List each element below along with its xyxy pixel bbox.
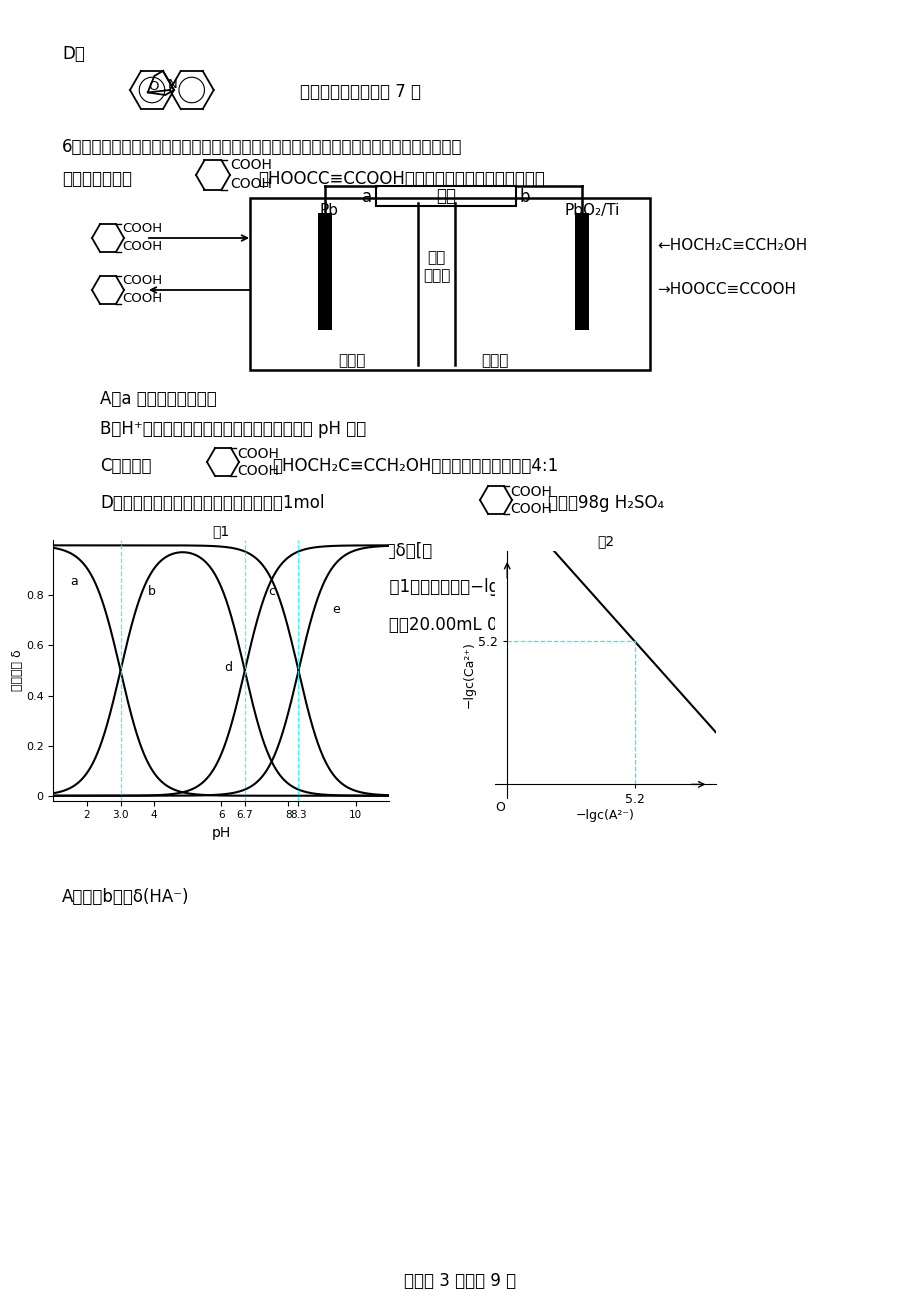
Text: 中苯环上的一氯代物 7 种: 中苯环上的一氯代物 7 种 <box>300 83 421 102</box>
Text: O: O <box>494 801 505 814</box>
Text: 6．利用成对电合成即在阴阳两极同时得到有用的产物可提高电流效率和降低成本，如图是: 6．利用成对电合成即在阴阳两极同时得到有用的产物可提高电流效率和降低成本，如图是 <box>62 138 462 156</box>
Text: COOH: COOH <box>122 240 162 253</box>
Text: ]随pH变化曲线如图1所示，溶液中−lgc(Ca²⁺)和: ]随pH变化曲线如图1所示，溶液中−lgc(Ca²⁺)和 <box>300 578 568 596</box>
Text: N: N <box>167 78 176 91</box>
Text: δ(A²⁻)＝: δ(A²⁻)＝ <box>62 575 121 592</box>
Text: COOH: COOH <box>230 158 272 172</box>
Bar <box>574 214 588 329</box>
Text: C．理论上: C．理论上 <box>100 457 152 475</box>
X-axis label: pH: pH <box>211 825 231 840</box>
Text: b: b <box>147 586 155 599</box>
Bar <box>250 198 650 370</box>
Text: b: b <box>519 187 530 206</box>
Text: COOH: COOH <box>230 177 272 191</box>
Text: PbO₂/Ti: PbO₂/Ti <box>564 203 619 217</box>
Text: 7．已知常温下水溶液中H₂A、HA⁻、A²⁻、HB、B⁻的分布分数δ如[如: 7．已知常温下水溶液中H₂A、HA⁻、A²⁻、HB、B⁻的分布分数δ如[如 <box>62 542 433 560</box>
Text: A．曲线b表示δ(HA⁻): A．曲线b表示δ(HA⁻) <box>62 888 189 906</box>
Text: 利用成对电合成: 利用成对电合成 <box>62 171 131 187</box>
Text: 和HOOCC≡CCOOH原理示意图。下列说法正确的是: 和HOOCC≡CCOOH原理示意图。下列说法正确的是 <box>257 171 544 187</box>
Text: A．a 为直流电源的正极: A．a 为直流电源的正极 <box>100 391 217 408</box>
Text: COOH: COOH <box>237 447 278 461</box>
Y-axis label: 分布分数 δ: 分布分数 δ <box>11 650 25 691</box>
Text: a: a <box>361 187 371 206</box>
Text: COOH: COOH <box>122 273 162 286</box>
Text: e: e <box>332 603 339 616</box>
Text: 质子: 质子 <box>427 250 445 266</box>
Text: −lgc(A²⁻)关系如图2所示，用0.01mol·L⁻¹的H₂A溶液滴定20.00mL 0.01mol·L⁻¹CaB₂溶液，: −lgc(A²⁻)关系如图2所示，用0.01mol·L⁻¹的H₂A溶液滴定20.… <box>62 616 653 634</box>
Text: 稀硫酸: 稀硫酸 <box>481 353 508 368</box>
Text: 下列说法错误的是: 下列说法错误的是 <box>62 644 142 661</box>
Text: Pb: Pb <box>320 203 338 217</box>
Text: →HOOCC≡CCOOH: →HOOCC≡CCOOH <box>656 283 795 297</box>
Title: 图2: 图2 <box>596 534 613 548</box>
Text: d: d <box>224 660 233 673</box>
Text: 稀硫酸: 稀硫酸 <box>338 353 365 368</box>
Bar <box>376 186 516 206</box>
Text: D．若使用铅酸蓄电池作电源，则每生产1mol: D．若使用铅酸蓄电池作电源，则每生产1mol <box>100 493 324 512</box>
Text: COOH: COOH <box>122 223 162 234</box>
Text: a: a <box>70 575 78 589</box>
Text: 试卷第 3 页，共 9 页: 试卷第 3 页，共 9 页 <box>403 1272 516 1290</box>
Text: B．H⁺通过质子交换膜向右侧移动，右侧溶液 pH 下降: B．H⁺通过质子交换膜向右侧移动，右侧溶液 pH 下降 <box>100 421 366 437</box>
Y-axis label: −lgc(Ca²⁺): −lgc(Ca²⁺) <box>462 641 475 708</box>
Title: 图1: 图1 <box>212 523 230 538</box>
X-axis label: −lgc(A²⁻): −lgc(A²⁻) <box>575 809 634 822</box>
Text: 交换膜: 交换膜 <box>423 268 449 283</box>
Text: COOH: COOH <box>509 503 551 516</box>
Text: COOH: COOH <box>237 464 278 478</box>
Text: c(H₂A)+c(HA⁻)+c(A²⁻): c(H₂A)+c(HA⁻)+c(A²⁻) <box>137 591 290 605</box>
Text: ，消耗98g H₂SO₄: ，消耗98g H₂SO₄ <box>548 493 664 512</box>
Text: c: c <box>268 586 275 599</box>
Text: D．: D． <box>62 46 85 62</box>
Text: COOH: COOH <box>509 486 551 499</box>
Bar <box>318 214 332 329</box>
Text: ←HOCH₂C≡CCH₂OH: ←HOCH₂C≡CCH₂OH <box>656 238 806 253</box>
Text: 与HOCH₂C≡CCH₂OH消耗的物质的量之比为4:1: 与HOCH₂C≡CCH₂OH消耗的物质的量之比为4:1 <box>272 457 558 475</box>
Text: O: O <box>148 79 158 92</box>
Text: COOH: COOH <box>122 292 162 305</box>
Text: 电源: 电源 <box>436 187 456 204</box>
Text: c(A²⁻): c(A²⁻) <box>191 556 236 572</box>
